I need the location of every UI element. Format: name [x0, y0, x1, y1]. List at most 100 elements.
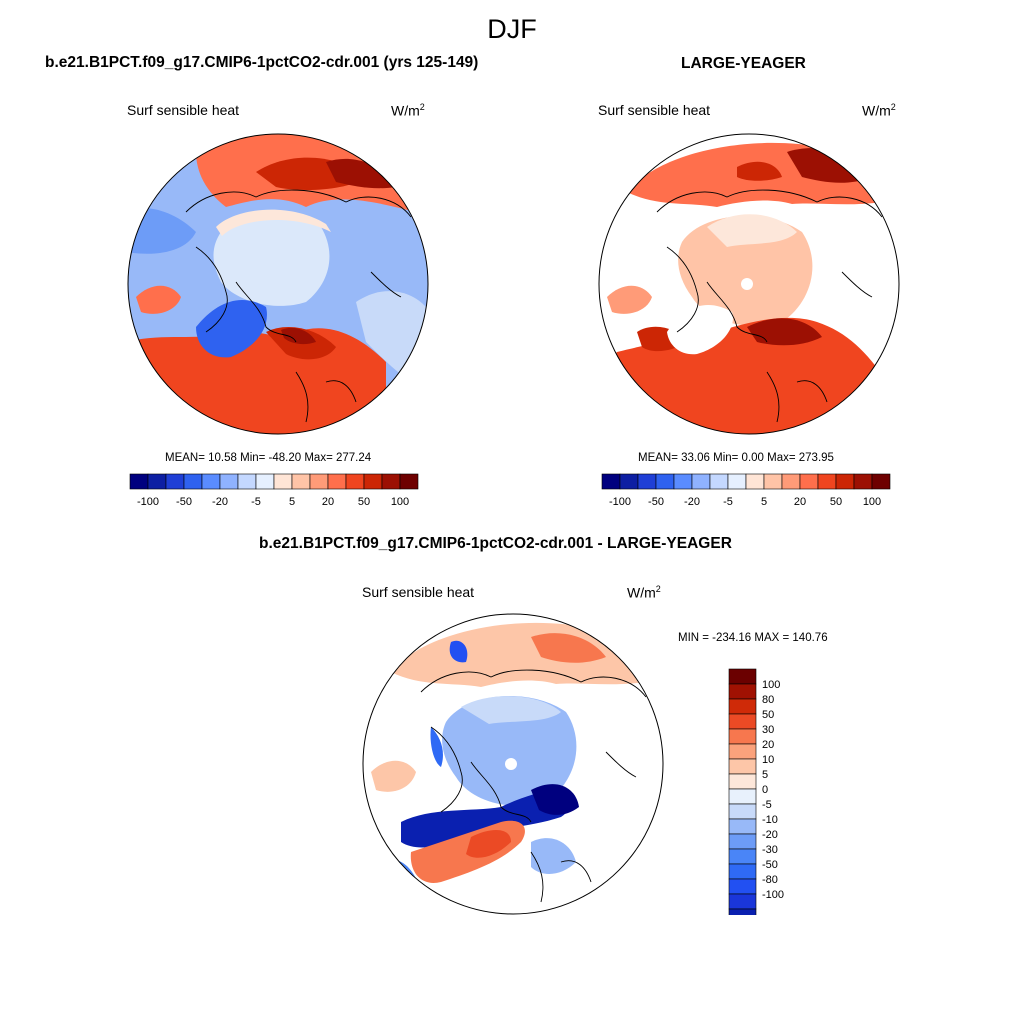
- panel-1-colorbar-tick-label: -100: [137, 496, 159, 508]
- panel-3-colorbar-tick-label: 100: [762, 679, 780, 691]
- panel-2-colorbar-tick-label: -100: [609, 496, 631, 508]
- panel-2-colorbar-swatch: [601, 473, 621, 490]
- panel-2-colorbar-swatch: [727, 473, 747, 490]
- panel-2-colorbar-swatch: [637, 473, 657, 490]
- panel-2-colorbar-swatch: [619, 473, 639, 490]
- panel-3-colorbar-tick-label: -80: [762, 874, 778, 886]
- panel-3-map: [362, 613, 664, 915]
- panel-3-variable-label: Surf sensible heat: [362, 584, 475, 600]
- panel-1-coastlines: [185, 189, 412, 423]
- panel-2-map-border: [598, 133, 900, 435]
- panel-2-colorbar-swatch: [781, 473, 801, 490]
- panel-2-colorbar-tick-label: 5: [761, 496, 767, 508]
- panel-2-colorbar-swatch: [871, 473, 891, 490]
- panel-3-colorbar-swatch: [728, 818, 757, 835]
- panel-3-colorbar-swatch: [728, 833, 757, 850]
- panel-2-units-exp: 2: [890, 102, 896, 112]
- panel-3-pole-hole: [505, 758, 517, 770]
- panel-3-colorbar-swatch: [728, 848, 757, 865]
- panel-2-colorbar-swatch: [835, 473, 855, 490]
- panel-3-colorbar-tick-label: -20: [762, 829, 778, 841]
- panel-2-colorbar-swatch: [853, 473, 873, 490]
- panel-2-colorbar-tick-label: 20: [794, 496, 806, 508]
- panel-2-units: W/m2: [862, 102, 896, 119]
- panel-2-map: [598, 133, 900, 435]
- panel-3-colorbar-swatch: [728, 863, 757, 880]
- panel-1-colorbar-ticks: -100 -50 -20 -5 5 20 50 100: [137, 496, 409, 508]
- panel-3-colorbar-swatch: [728, 878, 757, 895]
- panel-1-colorbar-tick-label: -20: [212, 496, 228, 508]
- panel-1-colorbar-swatch: [381, 473, 401, 490]
- panel-3-colorbar-tick-label: 80: [762, 694, 774, 706]
- panel-1-map: [127, 133, 429, 435]
- panel-2-colorbar-tick-label: -5: [723, 496, 733, 508]
- panel-2-colorbar-swatch: [655, 473, 675, 490]
- panel-3-colorbar-swatch: [728, 713, 757, 730]
- panel-1-colorbar-swatch: [237, 473, 257, 490]
- panel-3-colorbar-tick-label: 0: [762, 784, 768, 796]
- panel-3-colorbar-tick-label: -100: [762, 889, 784, 901]
- panel-3-colorbar-swatch: [728, 893, 757, 910]
- panel-2-variable-label: Surf sensible heat: [598, 102, 711, 118]
- panel-2-colorbar-tick-label: -20: [684, 496, 700, 508]
- panel-2-colorbar-tick-label: 50: [830, 496, 842, 508]
- panel-1-colorbar-swatch: [327, 473, 347, 490]
- panel-2-title: LARGE-YEAGER: [681, 55, 806, 72]
- panel-3-colorbar-tick-label: 30: [762, 724, 774, 736]
- panel-2-pole-hole: [741, 278, 753, 290]
- panel-3-colorbar-tick-label: 50: [762, 709, 774, 721]
- panel-3-colorbar-swatch: [728, 758, 757, 775]
- panel-1-colorbar-swatch: [291, 473, 311, 490]
- panel-1-colorbar: -100 -50 -20 -5 5 20 50 100: [129, 473, 419, 508]
- panel-1-colorbar-swatch: [345, 473, 365, 490]
- panel-3-units-exp: 2: [655, 584, 661, 594]
- panel-3-units: W/m2: [627, 584, 661, 601]
- panel-3-units-base: W/m: [627, 584, 656, 601]
- panel-1-colorbar-swatch: [273, 473, 293, 490]
- panel-1-colorbar-swatch: [129, 473, 149, 490]
- panel-2-colorbar-swatch: [817, 473, 837, 490]
- panel-3-colorbar-tick-label: 20: [762, 739, 774, 751]
- panel-2-colorbar-swatch: [763, 473, 783, 490]
- panel-3-colorbar-tick-label: 10: [762, 754, 774, 766]
- panel-1-colorbar-swatch: [399, 473, 419, 490]
- panel-3-colorbar-tick-label: -50: [762, 859, 778, 871]
- panel-1-colorbar-tick-label: 5: [289, 496, 295, 508]
- panel-1-colorbar-tick-label: 100: [391, 496, 409, 508]
- panel-1-colorbar-tick-label: 20: [322, 496, 334, 508]
- figure-title: DJF: [487, 14, 537, 44]
- panel-3-colorbar-swatches: [728, 668, 757, 915]
- panel-2-colorbar-swatches: [601, 473, 891, 490]
- panel-3-colorbar-swatch: [728, 698, 757, 715]
- panel-3-map-border: [362, 613, 664, 915]
- panel-1-stats: MEAN= 10.58 Min= -48.20 Max= 277.24: [165, 452, 372, 464]
- panel-3-colorbar-tick-label: -10: [762, 814, 778, 826]
- panel-3-stats: MIN = -234.16 MAX = 140.76: [678, 632, 828, 644]
- panel-1-colorbar-tick-label: 50: [358, 496, 370, 508]
- panel-1-variable-label: Surf sensible heat: [127, 102, 240, 118]
- panel-1-units-base: W/m: [391, 102, 420, 119]
- panel-3-colorbar-tick-label: -5: [762, 799, 772, 811]
- panel-3-colorbar-tick-label: 5: [762, 769, 768, 781]
- panel-3-colorbar-swatch: [728, 728, 757, 745]
- panel-1-title: b.e21.B1PCT.f09_g17.CMIP6-1pctCO2-cdr.00…: [45, 54, 479, 71]
- panel-2-colorbar-swatch: [673, 473, 693, 490]
- panel-2-coastlines: [656, 189, 883, 423]
- panel-2-colorbar-ticks: -100 -50 -20 -5 5 20 50 100: [609, 496, 881, 508]
- panel-2-colorbar-swatch: [799, 473, 819, 490]
- panel-2-units-base: W/m: [862, 102, 891, 119]
- panel-1-map-border: [127, 133, 429, 435]
- panel-2-stats: MEAN= 33.06 Min= 0.00 Max= 273.95: [638, 452, 834, 464]
- panel-1-units-exp: 2: [419, 102, 425, 112]
- panel-3-colorbar-swatch: [728, 788, 757, 805]
- panel-1-colorbar-swatch: [147, 473, 167, 490]
- panel-1-colorbar-swatches: [129, 473, 419, 490]
- panel-3-coastlines: [420, 669, 647, 903]
- panel-2-colorbar-tick-label: 100: [863, 496, 881, 508]
- panel-3-colorbar-swatch: [728, 683, 757, 700]
- panel-2-colorbar: -100 -50 -20 -5 5 20 50 100: [601, 473, 891, 508]
- panel-1-colorbar-swatch: [201, 473, 221, 490]
- panel-3-colorbar-swatch: [728, 668, 757, 685]
